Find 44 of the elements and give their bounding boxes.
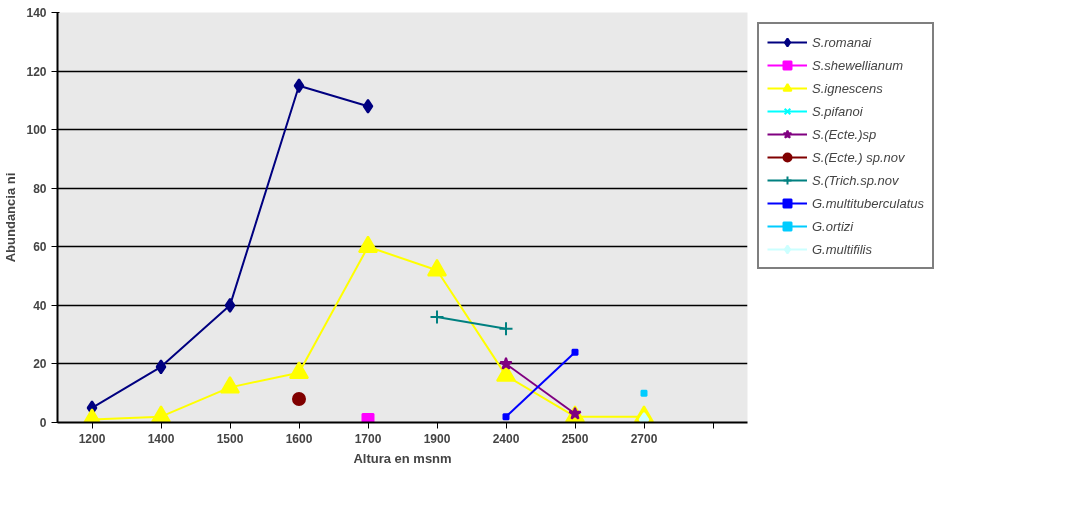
x-tick-label: 1700 <box>354 431 382 446</box>
legend-label: G.multituberculatus <box>812 194 924 213</box>
x-tick-label: 1600 <box>285 431 313 446</box>
x-tick-label: 1200 <box>78 431 106 446</box>
point <box>224 297 236 313</box>
legend-label: S.ignescens <box>812 79 883 98</box>
y-tick-label: 40 <box>33 298 47 313</box>
y-tick-label: 20 <box>33 357 47 372</box>
y-tick-label: 80 <box>33 181 47 196</box>
legend-label: S.shewellianum <box>812 56 904 75</box>
point <box>499 356 513 370</box>
x-tick-label: 2700 <box>630 431 658 446</box>
point <box>220 375 240 394</box>
legend-label: S.(Ecte.)sp <box>812 125 877 144</box>
point <box>498 321 514 337</box>
x-tick-label: 1900 <box>423 431 451 446</box>
x-tick-label: 2400 <box>492 431 520 446</box>
y-tick-label: 100 <box>26 123 47 138</box>
y-tick-label: 140 <box>26 6 47 20</box>
y-tick-label: 60 <box>33 240 47 255</box>
legend-label: S.pifanoi <box>812 102 863 121</box>
x-tick-label: 1500 <box>216 431 244 446</box>
legend-label: S.romanai <box>812 33 872 52</box>
point <box>429 309 445 325</box>
point <box>502 413 510 421</box>
point <box>155 359 167 375</box>
point <box>151 405 171 423</box>
point <box>289 361 309 379</box>
point <box>362 98 374 114</box>
y-axis-title: Abundancia ni <box>3 172 19 263</box>
x-tick-label: 1400 <box>147 431 175 446</box>
point <box>361 413 375 423</box>
y-tick-label: 120 <box>26 64 47 79</box>
x-tick-label: 2500 <box>561 431 589 446</box>
point <box>427 258 447 277</box>
legend-label: G.multifilis <box>812 240 872 259</box>
legend-label: G.ortizi <box>812 217 854 236</box>
point <box>293 78 305 94</box>
legend-label: S.(Trich.sp.nov <box>812 171 899 190</box>
point <box>571 348 579 356</box>
legend-label: S.(Ecte.) sp.nov <box>812 148 905 167</box>
point <box>292 392 306 407</box>
x-axis-title: Altura en msnm <box>353 450 452 466</box>
y-tick-label: 0 <box>39 416 47 430</box>
